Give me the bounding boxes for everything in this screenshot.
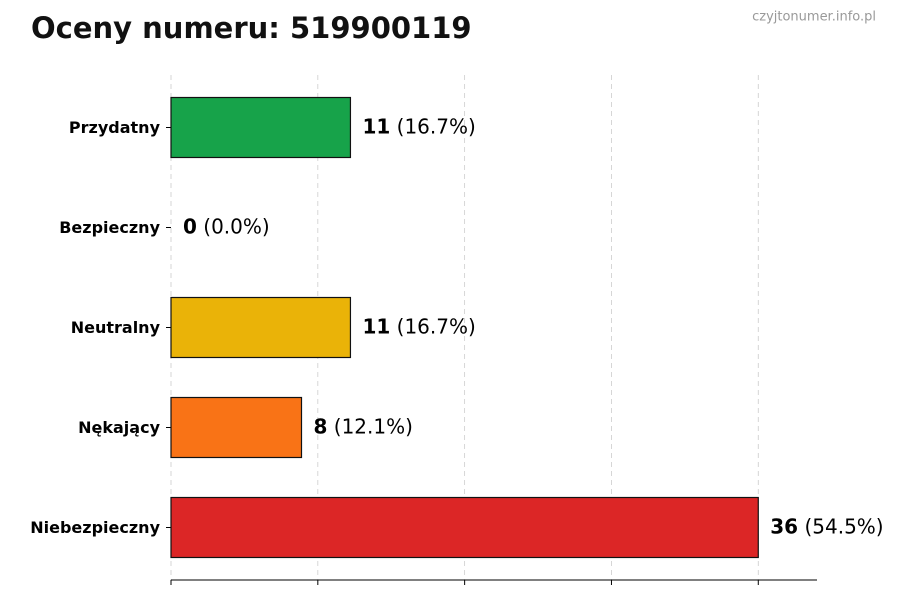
watermark: czyjtonumer.info.pl [752,10,876,25]
bar [170,396,303,459]
value-number: 36 [770,514,798,538]
y-tick-label: Nękający [78,418,160,437]
percent-label: (16.7%) [397,114,476,138]
value-label: 0 (0.0%) [183,214,270,238]
bar [170,496,759,559]
value-label: 11 (16.7%) [362,314,475,338]
percent-label: (16.7%) [397,314,476,338]
value-number: 8 [314,414,328,438]
chart-title: Oceny numeru: 519900119 [31,11,472,45]
bar [170,96,352,159]
percent-label: (0.0%) [203,214,269,238]
percent-label: (12.1%) [334,414,413,438]
y-tick-label: Bezpieczny [59,218,160,237]
value-label: 8 (12.1%) [314,414,413,438]
y-tick-label: Niebezpieczny [30,518,160,537]
value-label: 11 (16.7%) [362,114,475,138]
y-tick-label: Przydatny [69,118,161,137]
value-label: 36 (54.5%) [770,514,883,538]
bar [170,296,352,359]
percent-label: (54.5%) [804,514,883,538]
value-number: 11 [362,114,390,138]
value-number: 11 [362,314,390,338]
y-tick-label: Neutralny [71,318,161,337]
value-number: 0 [183,214,197,238]
